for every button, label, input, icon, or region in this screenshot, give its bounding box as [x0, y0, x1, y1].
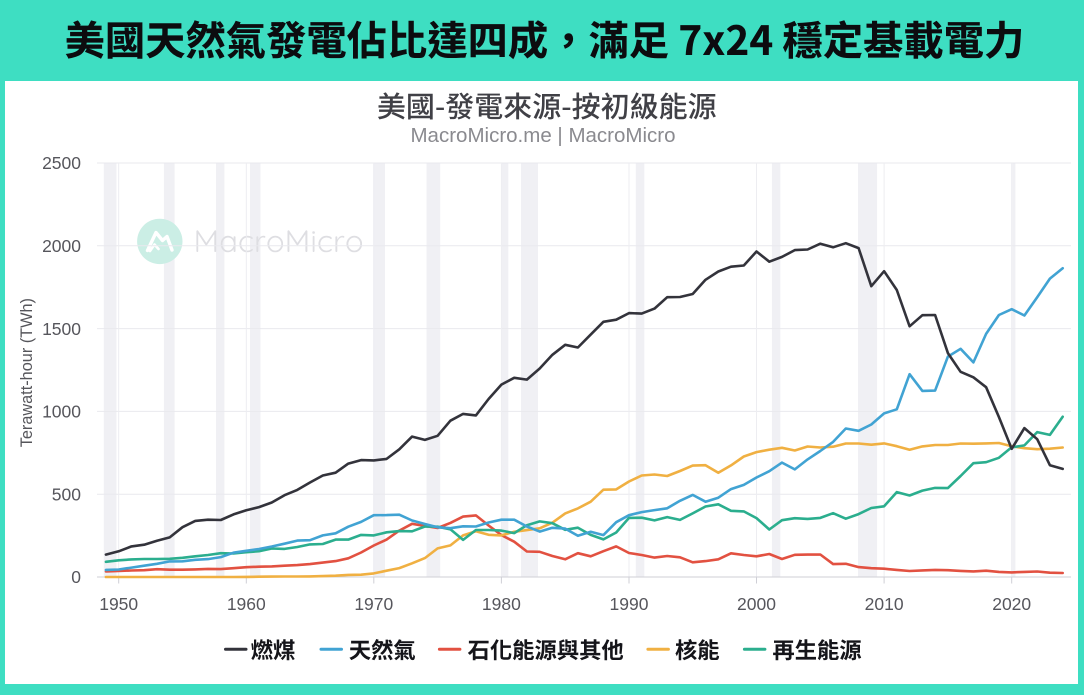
svg-text:1500: 1500 — [42, 319, 81, 339]
svg-text:2000: 2000 — [42, 236, 81, 256]
svg-text:500: 500 — [52, 484, 81, 504]
svg-text:1950: 1950 — [99, 594, 138, 614]
svg-text:2020: 2020 — [992, 594, 1031, 614]
svg-text:1980: 1980 — [482, 594, 521, 614]
svg-text:1970: 1970 — [354, 594, 393, 614]
svg-text:2010: 2010 — [865, 594, 904, 614]
svg-text:2000: 2000 — [737, 594, 776, 614]
svg-text:0: 0 — [71, 567, 81, 587]
svg-text:Terawatt-hour (TWh): Terawatt-hour (TWh) — [18, 298, 36, 447]
svg-text:MacroMicro.me | MacroMicro: MacroMicro.me | MacroMicro — [410, 124, 675, 147]
svg-text:1000: 1000 — [42, 402, 81, 422]
svg-text:1960: 1960 — [227, 594, 266, 614]
svg-text:1990: 1990 — [610, 594, 649, 614]
svg-text:2500: 2500 — [42, 153, 81, 173]
